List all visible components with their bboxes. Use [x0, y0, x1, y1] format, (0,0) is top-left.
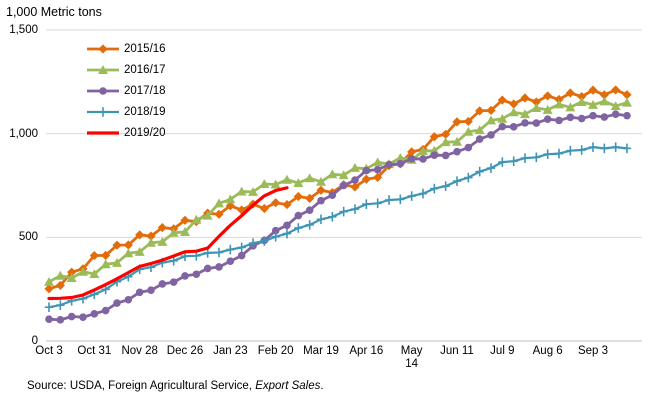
legend-item-2018-19: 2018/19 — [86, 101, 166, 122]
x-tick-line: Oct 3 — [35, 345, 63, 357]
legend-label: 2015/16 — [124, 42, 166, 55]
legend-swatch-diamond-icon — [87, 43, 119, 54]
x-tick-label-Sep 3: Sep 3 — [578, 345, 608, 358]
legend-swatch-triangle-icon — [87, 64, 119, 74]
source-text: Source: USDA, Foreign Agricultural Servi… — [27, 380, 256, 392]
series-2019-20 — [47, 186, 289, 301]
legend-item-2015-16: 2015/16 — [86, 38, 166, 59]
legend-item-2019-20: 2019/20 — [86, 122, 166, 143]
y-tick-label-500: 500 — [18, 231, 38, 244]
source-publication: Export Sales — [255, 380, 321, 392]
x-tick-label-Apr 16: Apr 16 — [349, 345, 383, 358]
x-tick-line: Jun 11 — [440, 345, 474, 357]
x-tick-label-Feb 20: Feb 20 — [258, 345, 294, 358]
x-tick-line: Nov 28 — [121, 345, 158, 357]
x-tick-label-Nov 28: Nov 28 — [121, 345, 157, 358]
x-tick-line: Sep 3 — [577, 345, 609, 357]
series-2017-18 — [45, 110, 631, 324]
legend: 2015/16 2016/17 2017/18 2018/19 2019/20 — [86, 38, 166, 143]
x-tick-label-May-14: May 14 — [401, 345, 423, 371]
source-period: . — [320, 380, 324, 392]
legend-swatch-none-icon — [87, 130, 119, 135]
x-tick-line: May — [400, 345, 423, 357]
legend-item-2017-18: 2017/18 — [86, 80, 166, 101]
y-tick-label-1,500: 1,500 — [9, 24, 38, 36]
x-tick-label-Oct 31: Oct 31 — [77, 345, 111, 358]
y-tick-label-0: 0 — [31, 335, 38, 347]
source-note: Source: USDA, Foreign Agricultural Servi… — [27, 380, 324, 392]
x-tick-label-Mar 19: Mar 19 — [303, 345, 339, 358]
x-tick-line: Apr 16 — [349, 345, 384, 357]
legend-swatch-plus-icon — [87, 106, 119, 117]
legend-label: 2019/20 — [124, 126, 166, 139]
x-tick-line: Feb 20 — [257, 345, 294, 357]
x-tick-line: Jan 23 — [213, 345, 248, 357]
x-tick-label-Aug 6: Aug 6 — [533, 345, 563, 358]
x-tick-label-Jan 23: Jan 23 — [213, 345, 248, 358]
legend-label: 2017/18 — [124, 84, 166, 97]
x-tick-line: Jul 9 — [490, 345, 515, 357]
x-tick-label-Jun 11: Jun 11 — [440, 345, 474, 358]
x-tick-label-Jul 9: Jul 9 — [490, 345, 514, 358]
x-tick-line: 14 — [405, 358, 419, 370]
x-tick-line: Oct 31 — [77, 345, 112, 357]
y-axis-title: 1,000 Metric tons — [6, 5, 102, 19]
legend-swatch-circle-icon — [87, 86, 119, 95]
legend-label: 2018/19 — [124, 105, 166, 118]
x-tick-label-Dec 26: Dec 26 — [167, 345, 203, 358]
y-tick-label-1,000: 1,000 — [9, 127, 38, 140]
series-2018-19 — [44, 142, 632, 313]
legend-item-2016-17: 2016/17 — [86, 59, 166, 80]
x-tick-line: Mar 19 — [303, 345, 339, 357]
x-tick-line: Aug 6 — [532, 345, 563, 357]
x-tick-label-Oct 3: Oct 3 — [35, 345, 62, 358]
legend-label: 2016/17 — [124, 63, 166, 76]
x-tick-line: Dec 26 — [166, 345, 204, 357]
